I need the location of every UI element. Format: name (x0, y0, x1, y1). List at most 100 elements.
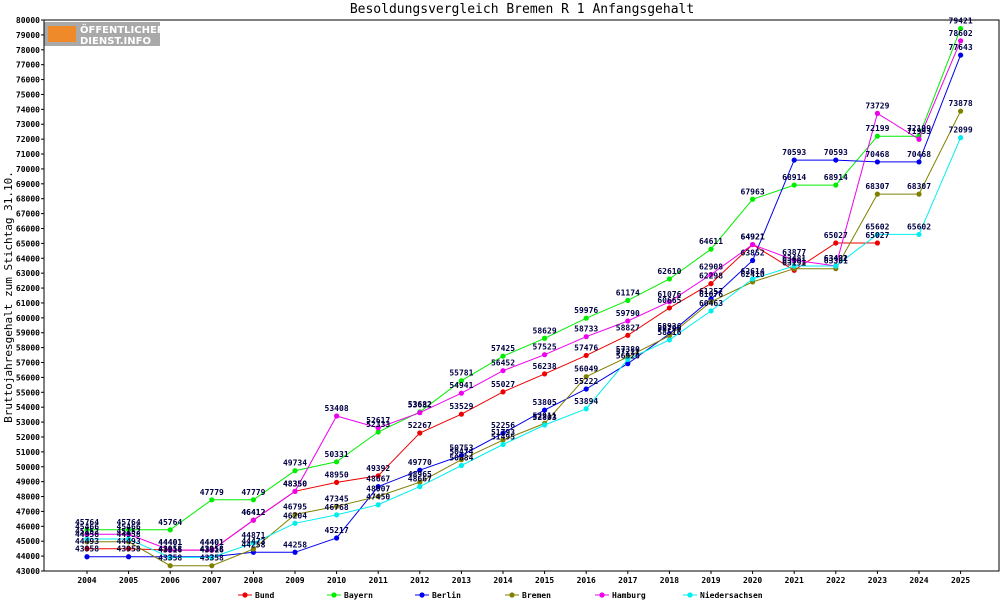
x-tick-label: 2015 (535, 576, 554, 585)
y-tick-label: 79000 (16, 31, 40, 40)
data-label-berlin: 50753 (449, 444, 473, 453)
y-tick-label: 68000 (16, 195, 40, 204)
point-bayern (209, 497, 215, 503)
data-label-bund: 55027 (491, 380, 515, 389)
data-label-hamburg: 45466 (75, 522, 99, 531)
point-bremen (250, 546, 256, 552)
point-bremen (375, 493, 381, 500)
point-niedersachsen (750, 276, 756, 282)
x-tick-label: 2005 (119, 576, 138, 585)
data-label-bund: 57476 (574, 343, 598, 352)
data-label-bremen: 63301 (824, 257, 848, 266)
data-label-bund: 53529 (449, 402, 473, 411)
x-tick-label: 2014 (493, 576, 512, 585)
point-bayern (625, 297, 631, 303)
point-bund (375, 473, 381, 479)
point-berlin (542, 407, 548, 413)
y-tick-label: 54000 (16, 403, 40, 412)
data-label-berlin: 48667 (366, 475, 390, 484)
y-tick-label: 77000 (16, 61, 40, 70)
legend-label-bund: Bund (255, 591, 274, 600)
point-bayern (958, 26, 964, 32)
point-niedersachsen (708, 308, 714, 314)
data-label-berlin: 63852 (741, 248, 765, 257)
data-label-bayern: 55781 (449, 369, 473, 378)
legend-marker-bayern (331, 592, 337, 598)
legend-marker-berlin (419, 592, 425, 598)
y-tick-label: 67000 (16, 210, 40, 219)
x-tick-label: 2022 (826, 576, 845, 585)
data-label-bayern: 64611 (699, 237, 723, 246)
x-tick-label: 2010 (327, 576, 346, 585)
point-bremen (167, 563, 173, 569)
data-label-hamburg: 62908 (699, 263, 723, 272)
x-tick-label: 2021 (785, 576, 804, 585)
data-label-bremen: 51793 (491, 428, 515, 437)
y-tick-label: 69000 (16, 180, 40, 189)
data-label-niedersachsen: 65602 (865, 222, 889, 231)
point-hamburg (417, 410, 423, 416)
legend-label-berlin: Berlin (432, 590, 461, 600)
data-label-bund: 58827 (616, 323, 640, 332)
point-hamburg (874, 110, 881, 116)
point-bremen (417, 479, 423, 485)
data-label-bremen: 56049 (574, 365, 598, 374)
point-bayern (708, 246, 714, 252)
data-label-bund: 52267 (408, 421, 432, 430)
legend-label-bremen: Bremen (522, 591, 551, 600)
data-label-berlin: 70468 (865, 150, 889, 159)
point-hamburg (209, 547, 215, 553)
data-label-berlin: 44258 (283, 540, 307, 549)
point-bremen (958, 108, 964, 114)
point-berlin (292, 549, 298, 555)
point-niedersachsen (874, 231, 881, 238)
point-bayern (375, 429, 381, 435)
logo: ÖFFENTLICHER DIENST.INFO (44, 22, 165, 47)
data-label-bremen: 43358 (200, 554, 224, 563)
y-tick-label: 74000 (16, 105, 40, 114)
point-bayern (874, 133, 881, 139)
data-label-bayern: 72199 (907, 124, 931, 133)
data-label-niedersachsen: 46768 (325, 503, 349, 512)
point-bund (84, 546, 90, 552)
point-hamburg (334, 413, 340, 419)
data-label-niedersachsen: 43916 (200, 545, 224, 554)
point-bayern (292, 468, 298, 474)
point-bremen (334, 503, 340, 509)
data-label-niedersachsen: 48667 (408, 475, 432, 484)
data-label-berlin: 43958 (117, 545, 141, 554)
point-niedersachsen (417, 484, 423, 490)
data-label-niedersachsen: 63481 (824, 254, 848, 263)
data-label-bayern: 68914 (824, 173, 848, 182)
data-label-bayern: 53682 (408, 400, 432, 409)
y-tick-label: 75000 (16, 90, 40, 99)
point-hamburg (583, 334, 589, 340)
point-bremen (874, 191, 881, 197)
point-bayern (126, 527, 132, 533)
x-tick-label: 2018 (660, 576, 679, 585)
point-hamburg (500, 368, 506, 374)
data-label-hamburg: 46412 (241, 508, 265, 517)
point-bayern (250, 497, 256, 503)
point-niedersachsen (167, 554, 173, 560)
data-label-berlin: 55222 (574, 377, 598, 386)
data-label-niedersachsen: 51495 (491, 432, 515, 441)
point-berlin (126, 554, 132, 560)
point-bund (874, 240, 881, 246)
point-bayern (791, 182, 797, 188)
data-label-bund: 65027 (865, 231, 889, 240)
chart-title: Besoldungsvergleich Bremen R 1 Anfangsge… (350, 2, 694, 17)
data-label-bremen: 50474 (449, 448, 473, 457)
data-label-niedersachsen: 50084 (449, 454, 473, 463)
point-niedersachsen (958, 135, 964, 141)
data-label-bremen: 73878 (949, 99, 973, 108)
point-hamburg (292, 488, 298, 494)
point-berlin (958, 52, 964, 58)
x-tick-label: 2006 (161, 576, 180, 585)
point-hamburg (625, 318, 631, 324)
point-bremen (583, 374, 589, 380)
data-label-hamburg: 61076 (657, 290, 681, 299)
data-label-berlin: 45217 (325, 526, 349, 535)
point-bayern (583, 315, 589, 321)
x-tick-label: 2009 (285, 576, 304, 585)
